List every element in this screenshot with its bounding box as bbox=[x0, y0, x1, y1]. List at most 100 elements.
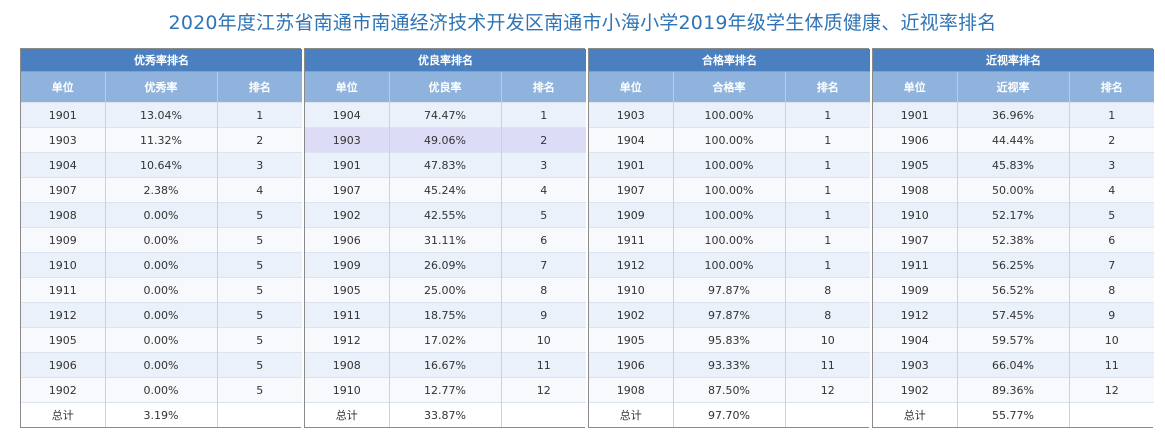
table-cell: 2 bbox=[501, 127, 586, 153]
table-cell: 4 bbox=[501, 177, 586, 203]
table-cell: 2.38% bbox=[105, 177, 218, 203]
table-row[interactable]: 1905 25.00% 8 bbox=[305, 277, 586, 303]
table-row[interactable]: 1912 57.45% 9 bbox=[873, 302, 1154, 328]
table-row[interactable]: 1906 0.00% 5 bbox=[21, 352, 302, 378]
column-header[interactable]: 单位 bbox=[305, 71, 390, 103]
table-row[interactable]: 1905 95.83% 10 bbox=[589, 327, 870, 353]
table-cell: 0.00% bbox=[105, 302, 218, 328]
total-row: 总计 55.77% bbox=[873, 402, 1154, 427]
table-cell: 0.00% bbox=[105, 377, 218, 403]
table-cell: 57.45% bbox=[957, 302, 1070, 328]
table-cell: 1903 bbox=[589, 102, 674, 128]
table-cell: 1 bbox=[785, 202, 870, 228]
table-row[interactable]: 1911 0.00% 5 bbox=[21, 277, 302, 303]
table-cell: 0.00% bbox=[105, 352, 218, 378]
table-row[interactable]: 1903 11.32% 2 bbox=[21, 127, 302, 153]
table-cell: 47.83% bbox=[389, 152, 502, 178]
table-row[interactable]: 1902 42.55% 5 bbox=[305, 202, 586, 228]
table-cell: 25.00% bbox=[389, 277, 502, 303]
total-row: 总计 97.70% bbox=[589, 402, 870, 427]
table-cell: 1909 bbox=[589, 202, 674, 228]
table-cell: 1902 bbox=[21, 377, 106, 403]
column-header[interactable]: 单位 bbox=[21, 71, 106, 103]
table-cell: 8 bbox=[1069, 277, 1154, 303]
table-row[interactable]: 1902 97.87% 8 bbox=[589, 302, 870, 328]
table-row[interactable]: 1903 66.04% 11 bbox=[873, 352, 1154, 378]
table-row[interactable]: 1902 0.00% 5 bbox=[21, 377, 302, 403]
table-cell: 1904 bbox=[589, 127, 674, 153]
table-row[interactable]: 1911 56.25% 7 bbox=[873, 252, 1154, 278]
table-cell: 1908 bbox=[589, 377, 674, 403]
table-row[interactable]: 1905 45.83% 3 bbox=[873, 152, 1154, 178]
column-header[interactable]: 合格率 bbox=[673, 71, 786, 103]
table-row[interactable]: 1901 47.83% 3 bbox=[305, 152, 586, 178]
table-heading: 合格率排名 bbox=[589, 49, 870, 72]
table-cell: 1901 bbox=[589, 152, 674, 178]
table-row[interactable]: 1901 13.04% 1 bbox=[21, 102, 302, 128]
table-row[interactable]: 1910 97.87% 8 bbox=[589, 277, 870, 303]
table-row[interactable]: 1905 0.00% 5 bbox=[21, 327, 302, 353]
table-cell: 0.00% bbox=[105, 202, 218, 228]
table-row[interactable]: 1901 36.96% 1 bbox=[873, 102, 1154, 128]
table-row[interactable]: 1903 49.06% 2 bbox=[305, 127, 586, 153]
column-header[interactable]: 单位 bbox=[589, 71, 674, 103]
table-row[interactable]: 1908 87.50% 12 bbox=[589, 377, 870, 403]
table-cell: 1906 bbox=[305, 227, 390, 253]
table-cell: 1912 bbox=[873, 302, 958, 328]
table-row[interactable]: 1907 2.38% 4 bbox=[21, 177, 302, 203]
table-cell: 1902 bbox=[305, 202, 390, 228]
table-cell: 6 bbox=[501, 227, 586, 253]
table-cell: 5 bbox=[217, 377, 302, 403]
table-row[interactable]: 1906 44.44% 2 bbox=[873, 127, 1154, 153]
table-row[interactable]: 1904 59.57% 10 bbox=[873, 327, 1154, 353]
table-row[interactable]: 1909 0.00% 5 bbox=[21, 227, 302, 253]
column-header[interactable]: 排名 bbox=[785, 71, 870, 103]
column-header[interactable]: 单位 bbox=[873, 71, 958, 103]
table-row[interactable]: 1907 45.24% 4 bbox=[305, 177, 586, 203]
table-cell: 1906 bbox=[589, 352, 674, 378]
table-row[interactable]: 1904 10.64% 3 bbox=[21, 152, 302, 178]
table-cell: 0.00% bbox=[105, 327, 218, 353]
table-row[interactable]: 1902 89.36% 12 bbox=[873, 377, 1154, 403]
table-cell: 1907 bbox=[305, 177, 390, 203]
table-cell: 0.00% bbox=[105, 277, 218, 303]
table-cell: 1909 bbox=[21, 227, 106, 253]
table-cell: 87.50% bbox=[673, 377, 786, 403]
table-cell: 1911 bbox=[589, 227, 674, 253]
table-row[interactable]: 1910 52.17% 5 bbox=[873, 202, 1154, 228]
table-row[interactable]: 1904 74.47% 1 bbox=[305, 102, 586, 128]
table-row[interactable]: 1904 100.00% 1 bbox=[589, 127, 870, 153]
table-row[interactable]: 1907 52.38% 6 bbox=[873, 227, 1154, 253]
table-row[interactable]: 1906 93.33% 11 bbox=[589, 352, 870, 378]
table-row[interactable]: 1903 100.00% 1 bbox=[589, 102, 870, 128]
column-header[interactable]: 排名 bbox=[1069, 71, 1154, 103]
table-row[interactable]: 1912 100.00% 1 bbox=[589, 252, 870, 278]
table-row[interactable]: 1911 100.00% 1 bbox=[589, 227, 870, 253]
table-heading: 优秀率排名 bbox=[21, 49, 302, 72]
total-cell: 总计 bbox=[305, 402, 390, 427]
table-row[interactable]: 1908 0.00% 5 bbox=[21, 202, 302, 228]
table-cell: 1902 bbox=[589, 302, 674, 328]
column-header[interactable]: 排名 bbox=[217, 71, 302, 103]
table-row[interactable]: 1906 31.11% 6 bbox=[305, 227, 586, 253]
table-row[interactable]: 1901 100.00% 1 bbox=[589, 152, 870, 178]
table-row[interactable]: 1910 12.77% 12 bbox=[305, 377, 586, 403]
table-row[interactable]: 1909 100.00% 1 bbox=[589, 202, 870, 228]
table-cell: 13.04% bbox=[105, 102, 218, 128]
table-cell: 45.24% bbox=[389, 177, 502, 203]
table-row[interactable]: 1911 18.75% 9 bbox=[305, 302, 586, 328]
table-row[interactable]: 1908 16.67% 11 bbox=[305, 352, 586, 378]
table-row[interactable]: 1909 26.09% 7 bbox=[305, 252, 586, 278]
table-row[interactable]: 1909 56.52% 8 bbox=[873, 277, 1154, 303]
column-header[interactable]: 优秀率 bbox=[105, 71, 218, 103]
table-row[interactable]: 1912 17.02% 10 bbox=[305, 327, 586, 353]
column-header[interactable]: 优良率 bbox=[389, 71, 502, 103]
table-row[interactable]: 1912 0.00% 5 bbox=[21, 302, 302, 328]
table-row[interactable]: 1908 50.00% 4 bbox=[873, 177, 1154, 203]
table-row[interactable]: 1910 0.00% 5 bbox=[21, 252, 302, 278]
table-cell: 1904 bbox=[305, 102, 390, 128]
column-header[interactable]: 近视率 bbox=[957, 71, 1070, 103]
column-header[interactable]: 排名 bbox=[501, 71, 586, 103]
table-row[interactable]: 1907 100.00% 1 bbox=[589, 177, 870, 203]
table-cell: 11 bbox=[785, 352, 870, 378]
